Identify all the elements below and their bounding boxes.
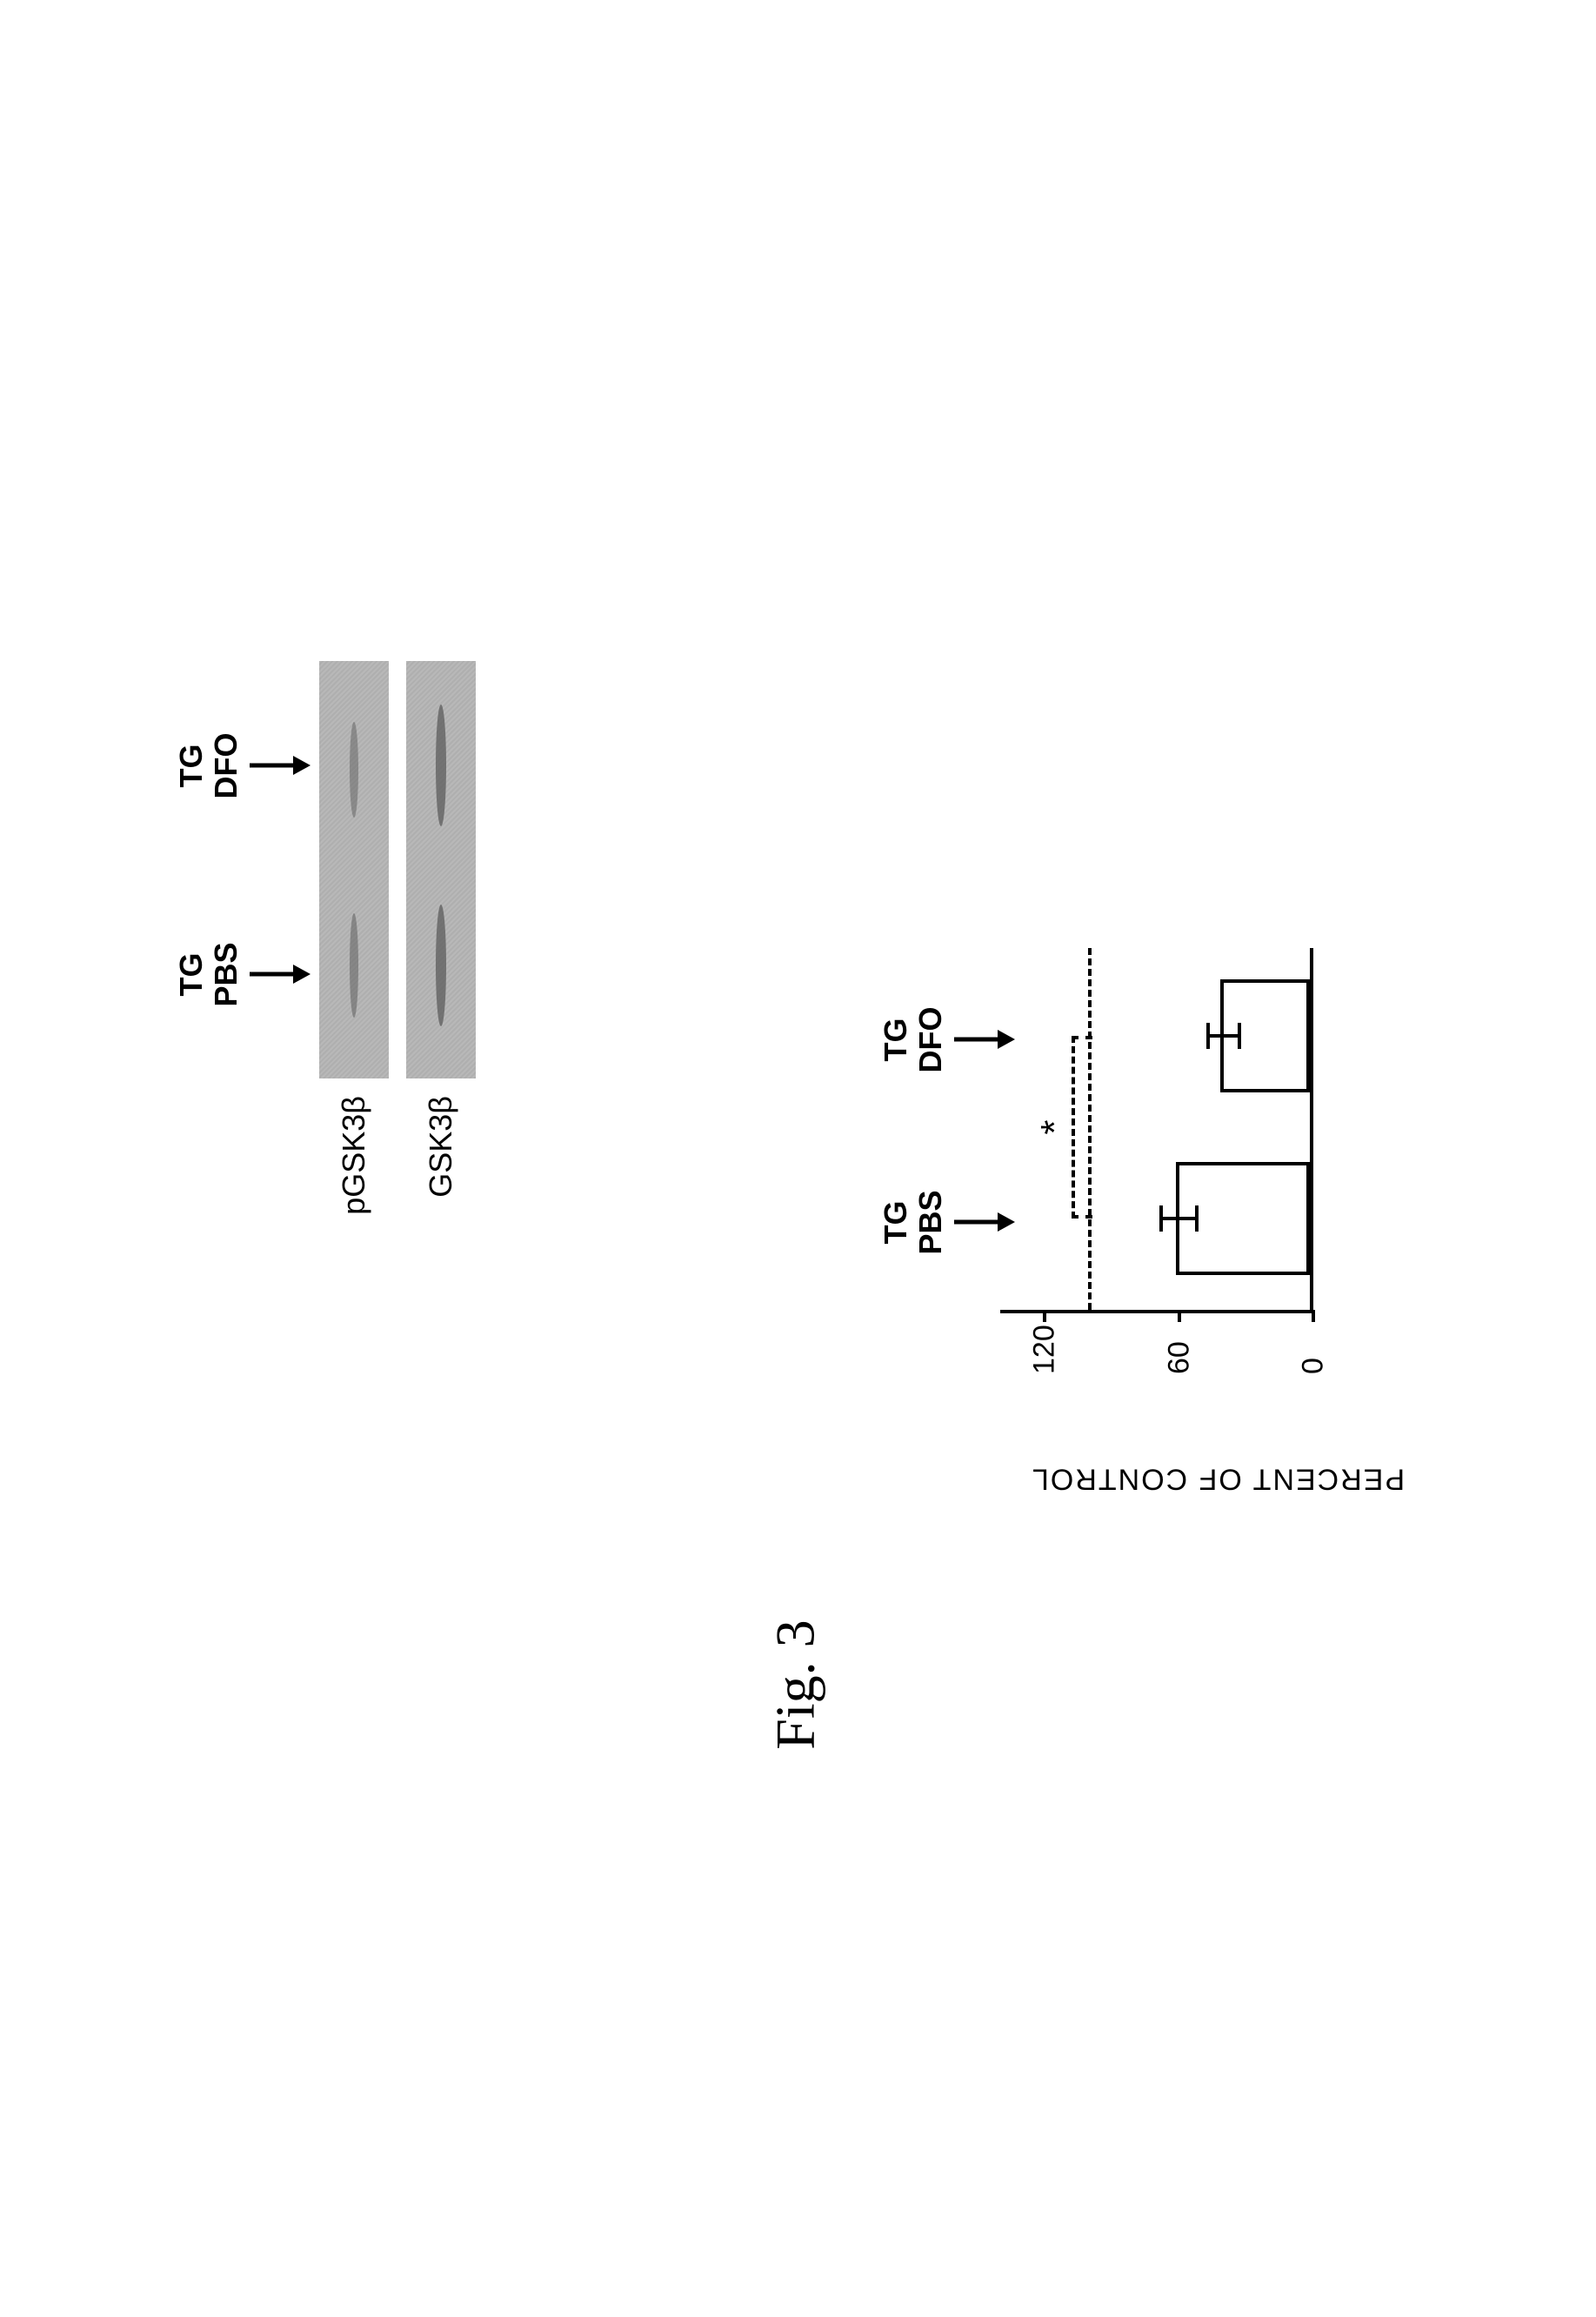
y-tick	[1178, 1310, 1181, 1322]
error-cap	[1206, 1023, 1210, 1049]
lane-2-line2: DFO	[208, 733, 244, 799]
row-label-gsk3b: GSK3β	[423, 1078, 459, 1218]
arrow-down-icon	[250, 753, 311, 779]
chart-lane-1: TG PBS	[878, 1190, 1015, 1254]
blot-row-gsk3b: GSK3β	[406, 609, 476, 1218]
chart-lane-2: TG DFO	[878, 1007, 1015, 1073]
chart-lane-2-bot: DFO	[912, 1007, 948, 1073]
band-mark	[350, 913, 358, 1018]
significance-star: *	[1033, 1119, 1077, 1134]
y-tick	[1043, 1310, 1046, 1322]
chart-lane-1-bot: PBS	[912, 1190, 948, 1254]
chart-lane-2-top: TG	[878, 1018, 913, 1062]
error-bar	[1208, 1034, 1239, 1038]
lane-label-2: TG DFO	[174, 733, 311, 799]
band-mark	[350, 722, 358, 818]
chart-area: TG PBS TG DFO PERCENT OF CONTROL * 06012…	[1000, 913, 1435, 1435]
error-bar	[1161, 1217, 1197, 1220]
lane-2-line1: TG	[173, 745, 209, 788]
y-tick-label: 120	[1028, 1331, 1062, 1374]
y-axis-label: PERCENT OF CONTROL	[1031, 1462, 1405, 1496]
blot-band-pgsk3b	[319, 661, 389, 1078]
figure-caption: Fig. 3	[764, 1619, 828, 1749]
y-tick	[1312, 1310, 1315, 1322]
plot-area: *	[1000, 948, 1313, 1313]
row-label-pgsk3b: pGSK3β	[336, 1078, 372, 1218]
band-mark	[436, 704, 446, 826]
lane-1-line2: PBS	[208, 942, 244, 1006]
lane-label-1: TG PBS	[174, 942, 311, 1006]
error-cap	[1238, 1023, 1241, 1049]
y-tick-label: 0	[1297, 1331, 1331, 1374]
chart-lane-labels: TG PBS TG DFO	[878, 948, 1015, 1313]
western-blot-panel: TG PBS TG DFO pGSK3β GSK3β	[174, 609, 493, 1218]
chart-lane-1-top: TG	[878, 1201, 913, 1245]
blot-lane-labels: TG PBS TG DFO	[174, 661, 311, 1078]
bar-chart-panel: TG PBS TG DFO PERCENT OF CONTROL * 06012…	[1000, 913, 1435, 1435]
y-tick-label: 60	[1162, 1331, 1196, 1374]
error-cap	[1159, 1205, 1163, 1232]
blot-row-pgsk3b: pGSK3β	[319, 609, 389, 1218]
error-cap	[1195, 1205, 1199, 1232]
blot-band-gsk3b	[406, 661, 476, 1078]
lane-1-line1: TG	[173, 953, 209, 997]
band-mark	[436, 905, 446, 1026]
arrow-down-icon	[250, 962, 311, 988]
